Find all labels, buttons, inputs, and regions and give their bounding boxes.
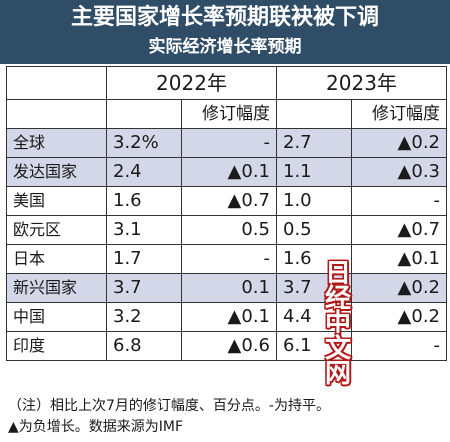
header-banner: 主要国家增长率预期联袂被下调 实际经济增长率预期 xyxy=(0,0,450,64)
revision-2023-cell: - xyxy=(351,331,447,361)
table-row: 中国 3.2 ▲0.1 4.4 ▲0.2 xyxy=(6,302,447,332)
table-row: 新兴国家 3.7 0.1 3.7 ▲0.2 xyxy=(6,273,447,303)
value-2022-cell: 3.2 xyxy=(106,302,182,332)
country-name-cell: 印度 xyxy=(6,331,107,361)
corner-cell-2 xyxy=(6,99,107,129)
footnote: （注）相比上次7月的修订幅度、百分点。-为持平。 ▲为负增长。数据来源为IMF xyxy=(8,396,448,438)
value-2022-cell: 6.8 xyxy=(106,331,182,361)
year-header-row: 2022年 2023年 xyxy=(6,66,447,100)
revision-2022-cell: 0.5 xyxy=(181,215,277,245)
table-body: 全球 3.2% -2.7 ▲0.2 发达国家 2.4 ▲0.1 1.1 ▲0.3 美国 1.6 ▲0.… xyxy=(6,128,447,361)
watermark-char: 网 xyxy=(324,359,351,389)
watermark-logo: 日 经 中 文 网 xyxy=(320,259,356,389)
value-2022-cell: 2.4 xyxy=(106,157,182,187)
country-name-cell: 欧元区 xyxy=(6,215,107,245)
revision-2023-cell: ▲0.7 xyxy=(351,215,447,245)
watermark-char: 中 xyxy=(324,309,351,339)
revision-2022-header: 修订幅度 xyxy=(181,99,277,129)
table-row: 日本 1.7-1.6 ▲0.1 xyxy=(6,244,447,274)
table-row: 发达国家 2.4 ▲0.1 1.1 ▲0.3 xyxy=(6,157,447,187)
value-2022-cell: 1.6 xyxy=(106,186,182,216)
country-name-cell: 新兴国家 xyxy=(6,273,107,303)
value-2023-cell: 0.5 xyxy=(276,215,352,245)
corner-cell xyxy=(6,66,107,100)
table-row: 美国 1.6 ▲0.7 1.0- xyxy=(6,186,447,216)
footnote-line-2: ▲为负增长。数据来源为IMF xyxy=(8,419,184,435)
revision-2023-cell: ▲0.2 xyxy=(351,302,447,332)
value-2023-cell: 1.0 xyxy=(276,186,352,216)
country-name-cell: 全球 xyxy=(6,128,107,158)
country-name-cell: 发达国家 xyxy=(6,157,107,187)
revision-2023-cell: - xyxy=(351,186,447,216)
page-title: 主要国家增长率预期联袂被下调 xyxy=(70,5,379,30)
footnote-line-1: （注）相比上次7月的修订幅度、百分点。-为持平。 xyxy=(8,398,330,414)
value-2023-header xyxy=(276,99,352,129)
revision-2023-cell: ▲0.2 xyxy=(351,128,447,158)
revision-2023-cell: ▲0.1 xyxy=(351,244,447,274)
value-2023-cell: 4.4 xyxy=(276,302,352,332)
value-2023-cell: 6.1 xyxy=(276,331,352,361)
value-2022-header xyxy=(106,99,182,129)
watermark-char: 文 xyxy=(324,334,351,364)
revision-2022-cell: ▲0.7 xyxy=(181,186,277,216)
growth-table: 2022年 2023年 修订幅度 修订幅度 全球 3.2% -2.7 ▲0.2 发达国家… xyxy=(6,66,447,361)
value-2022-cell: 1.7 xyxy=(106,244,182,274)
revision-2023-header: 修订幅度 xyxy=(351,99,447,129)
value-2023-cell: 3.7 xyxy=(276,273,352,303)
revision-2023-cell: ▲0.2 xyxy=(351,273,447,303)
value-2022-cell: 3.7 xyxy=(106,273,182,303)
value-2022-cell: 3.1 xyxy=(106,215,182,245)
year-2023-header: 2023年 xyxy=(276,66,447,100)
table-row: 欧元区 3.1 0.5 0.5 ▲0.7 xyxy=(6,215,447,245)
watermark-char: 经 xyxy=(324,284,351,314)
revision-2023-cell: ▲0.3 xyxy=(351,157,447,187)
revision-2022-cell: - xyxy=(181,128,277,158)
revision-2022-cell: - xyxy=(181,244,277,274)
revision-2022-cell: ▲0.1 xyxy=(181,302,277,332)
table-row: 印度 6.8 ▲0.6 6.1- xyxy=(6,331,447,361)
subheader-row: 修订幅度 修订幅度 xyxy=(6,99,447,129)
value-2023-cell: 1.6 xyxy=(276,244,352,274)
value-2023-cell: 1.1 xyxy=(276,157,352,187)
watermark-char: 日 xyxy=(324,259,351,289)
revision-2022-cell: ▲0.6 xyxy=(181,331,277,361)
revision-2022-cell: ▲0.1 xyxy=(181,157,277,187)
table-row: 全球 3.2% -2.7 ▲0.2 xyxy=(6,128,447,158)
value-2022-cell: 3.2% xyxy=(106,128,182,158)
country-name-cell: 美国 xyxy=(6,186,107,216)
year-2022-header: 2022年 xyxy=(106,66,277,100)
revision-2022-cell: 0.1 xyxy=(181,273,277,303)
value-2023-cell: 2.7 xyxy=(276,128,352,158)
country-name-cell: 日本 xyxy=(6,244,107,274)
page-subtitle: 实际经济增长率预期 xyxy=(148,37,302,57)
country-name-cell: 中国 xyxy=(6,302,107,332)
